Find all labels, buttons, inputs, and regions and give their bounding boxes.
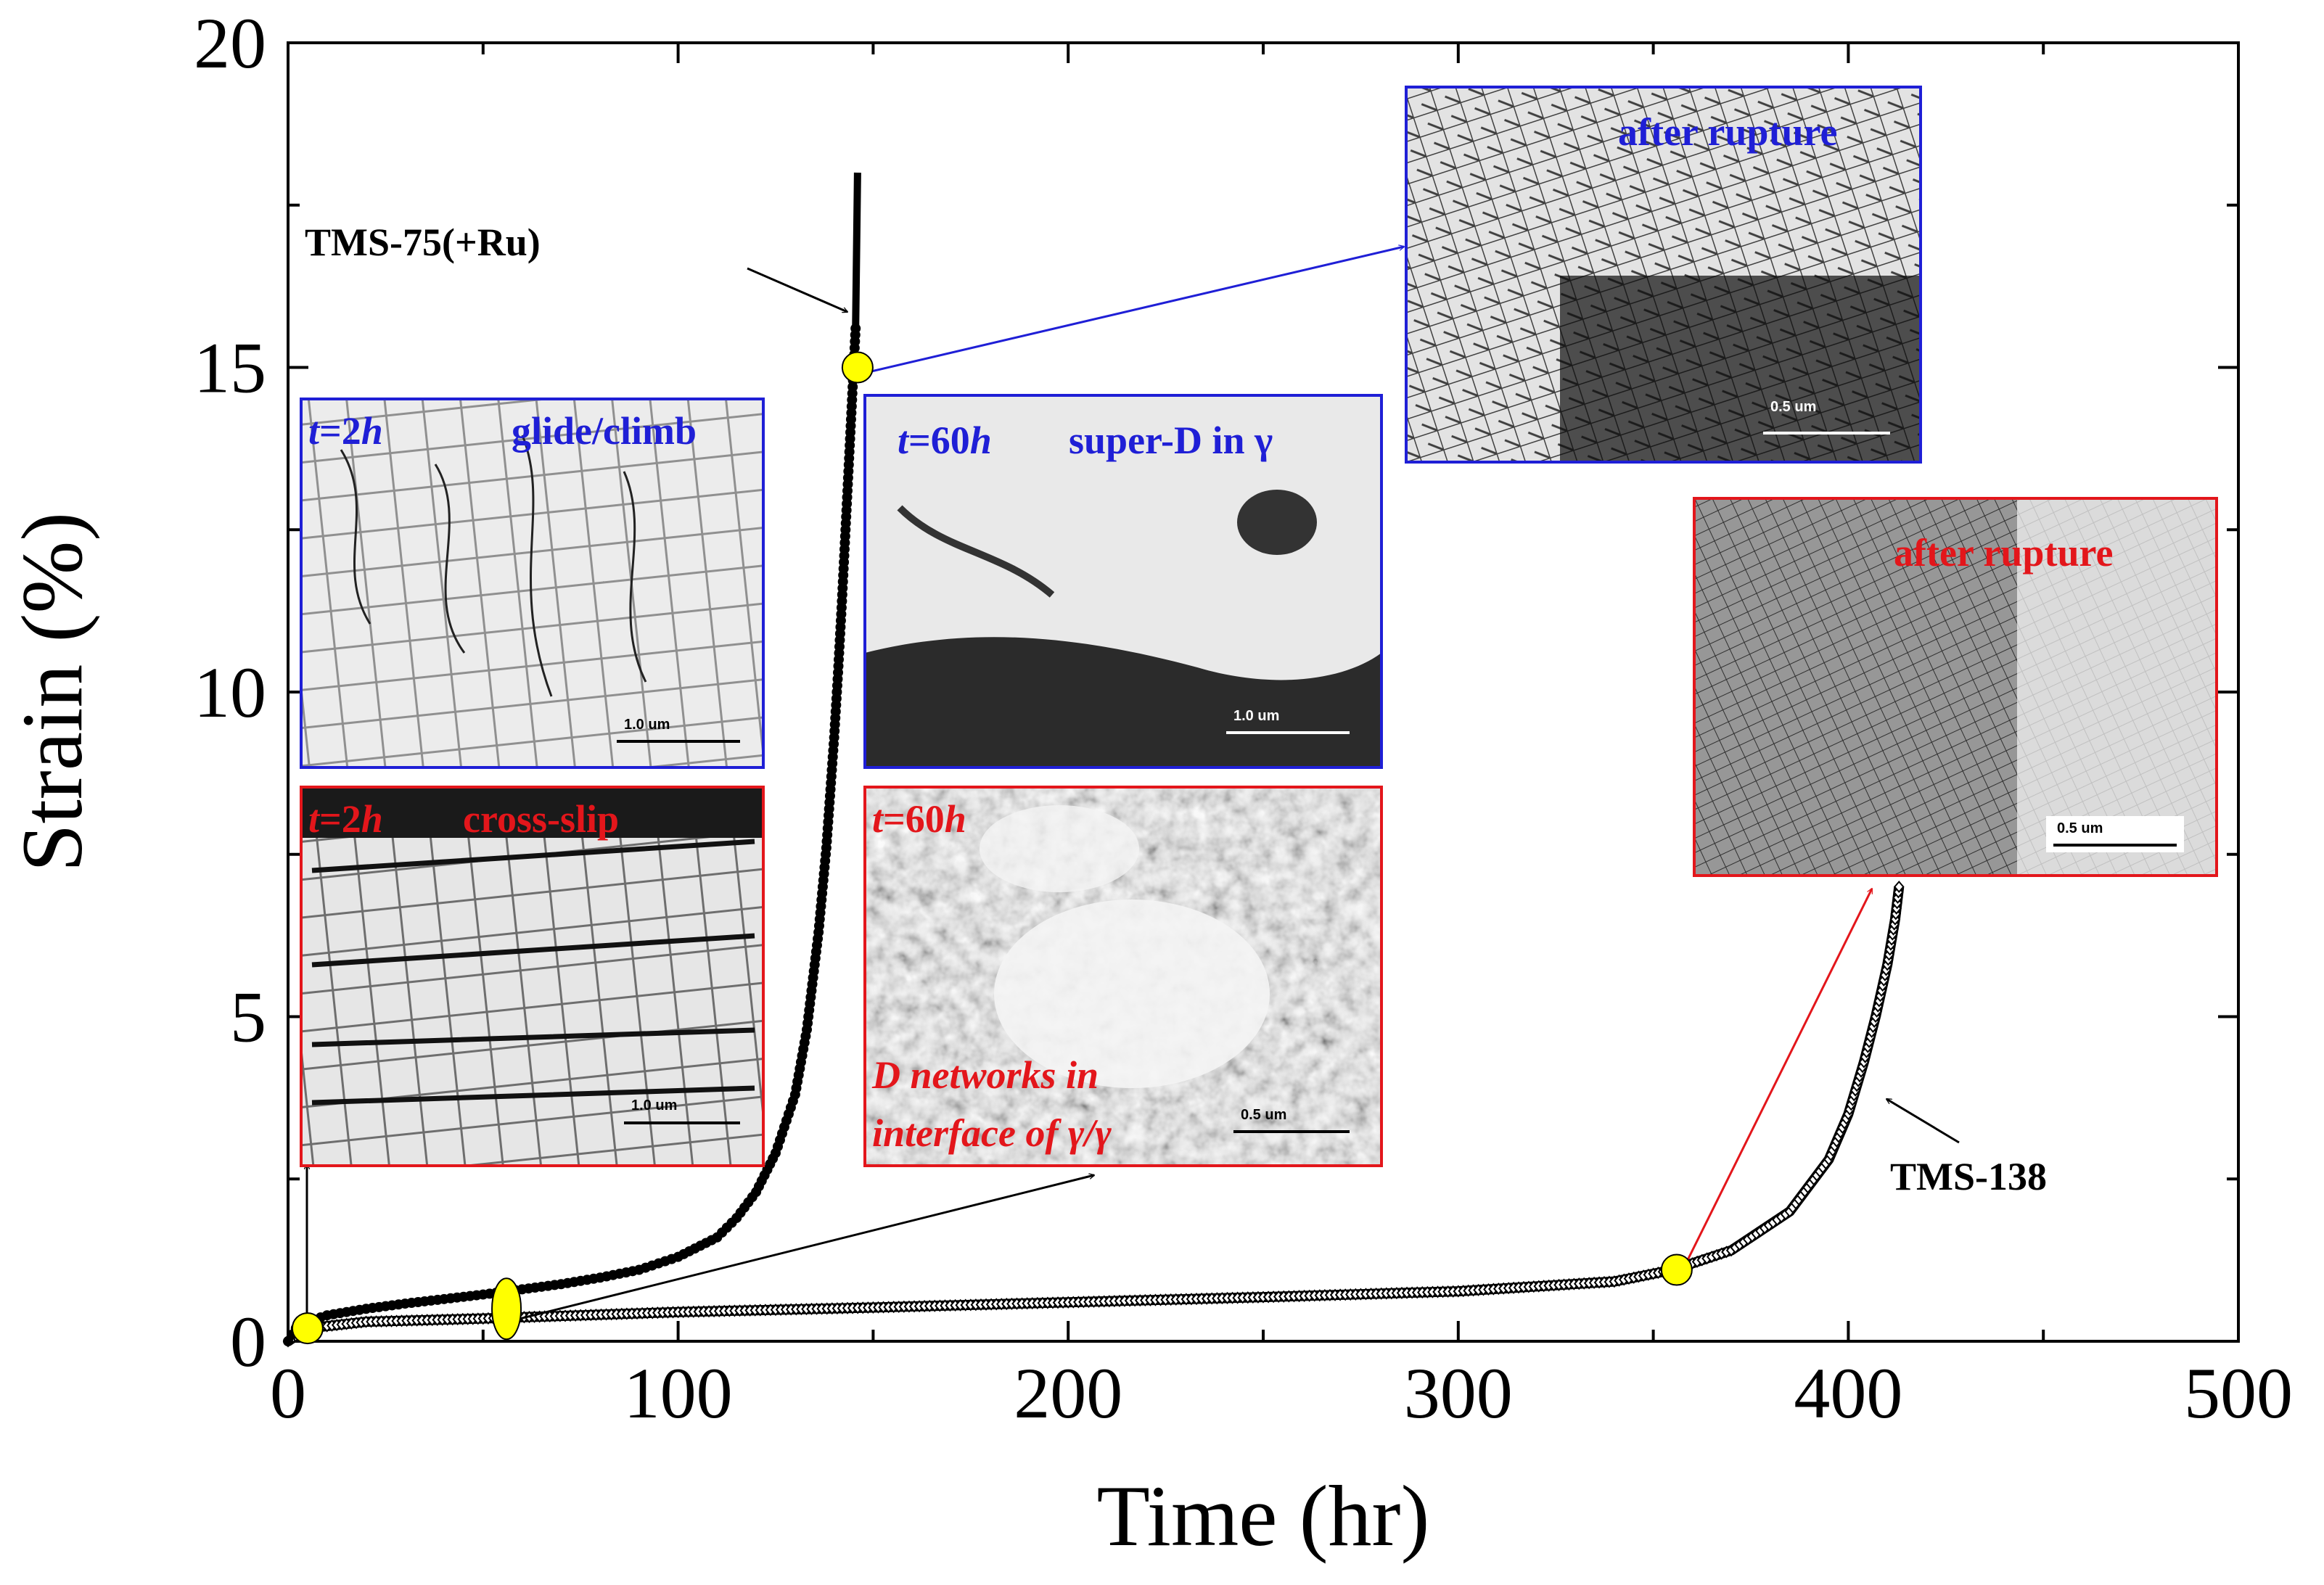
arrow-to-top-rupture-inset xyxy=(861,247,1404,375)
x-tick-label-100: 100 xyxy=(624,1353,733,1433)
y-tick-label-15: 15 xyxy=(194,328,266,408)
x-tick-label-300: 300 xyxy=(1404,1353,1513,1433)
scale-label-2h-red: 1.0 um xyxy=(631,1098,677,1113)
label-tms-75-ru: TMS-75(+Ru) xyxy=(305,221,541,264)
arrow-to-60h-insets xyxy=(507,1175,1094,1323)
arrow-to-right-rupture-inset xyxy=(1680,889,1873,1272)
scale-label-60h-red: 0.5 um xyxy=(1241,1107,1286,1123)
label-cross-slip: cross-slip xyxy=(463,797,619,841)
label-tms-138: TMS-138 xyxy=(1890,1155,2047,1198)
scale-label-right-rupture: 0.5 um xyxy=(2057,820,2103,836)
label-interface: interface of γ/γ xyxy=(872,1111,1112,1155)
y-tick-label-10: 10 xyxy=(194,652,266,733)
arrow-to-tms75-curve xyxy=(747,267,847,312)
label-super-d: super-D in γ xyxy=(1069,419,1273,462)
highlight-marker-0 xyxy=(291,1312,324,1345)
inset-60h-super-d: t=60h super-D in γ 1.0 um xyxy=(863,394,1383,769)
arrow-to-tms138-curve xyxy=(1886,1098,1960,1144)
x-tick-label-400: 400 xyxy=(1794,1353,1902,1433)
scale-label-top-rupture: 0.5 um xyxy=(1770,399,1816,415)
inset-2h-cross-slip: t=2h cross-slip 1.0 um xyxy=(300,786,765,1167)
x-tick-label-200: 200 xyxy=(1014,1353,1122,1433)
label-60h-red: t=60h xyxy=(872,797,966,841)
y-tick-label-20: 20 xyxy=(194,3,266,83)
label-right-after-rupture: after rupture xyxy=(1894,531,2113,575)
label-glide-climb: glide/climb xyxy=(512,409,697,453)
data-point-tms-138 xyxy=(1893,880,1905,894)
label-d-networks: D networks in xyxy=(871,1053,1099,1097)
label-top-after-rupture: after rupture xyxy=(1618,110,1837,154)
y-axis-title: Strain (%) xyxy=(4,512,100,873)
label-2h-red: t=2h xyxy=(308,797,383,841)
inset-tms75-after-rupture: after rupture 0.5 um xyxy=(1405,86,1922,464)
highlight-markers xyxy=(291,351,1693,1345)
inset-60h-d-networks: t=60h D networks in interface of γ/γ 0.5… xyxy=(863,786,1383,1167)
highlight-marker-1 xyxy=(491,1277,522,1341)
highlight-marker-2 xyxy=(841,351,874,384)
y-tick-label-5: 5 xyxy=(230,977,266,1058)
x-tick-label-500: 500 xyxy=(2184,1353,2293,1433)
scale-label-2h-blue: 1.0 um xyxy=(624,717,670,733)
x-axis: 0 100 200 300 400 500 xyxy=(270,43,2293,1433)
y-axis: 0 5 10 15 20 xyxy=(194,3,2238,1382)
inset-tms138-after-rupture: after rupture 0.5 um xyxy=(1693,497,2218,877)
label-60h-blue: t=60h xyxy=(898,419,992,462)
y-tick-label-0: 0 xyxy=(230,1301,266,1382)
x-tick-label-0: 0 xyxy=(270,1353,306,1433)
scale-label-60h-blue: 1.0 um xyxy=(1233,708,1279,724)
highlight-marker-3 xyxy=(1660,1253,1693,1286)
x-axis-title: Time (hr) xyxy=(1097,1467,1430,1564)
label-2h-blue: t=2h xyxy=(308,409,383,453)
rupture-spike-tms-75-ru xyxy=(853,172,860,329)
inset-2h-glide-climb: t=2h glide/climb 1.0 um xyxy=(300,398,765,769)
